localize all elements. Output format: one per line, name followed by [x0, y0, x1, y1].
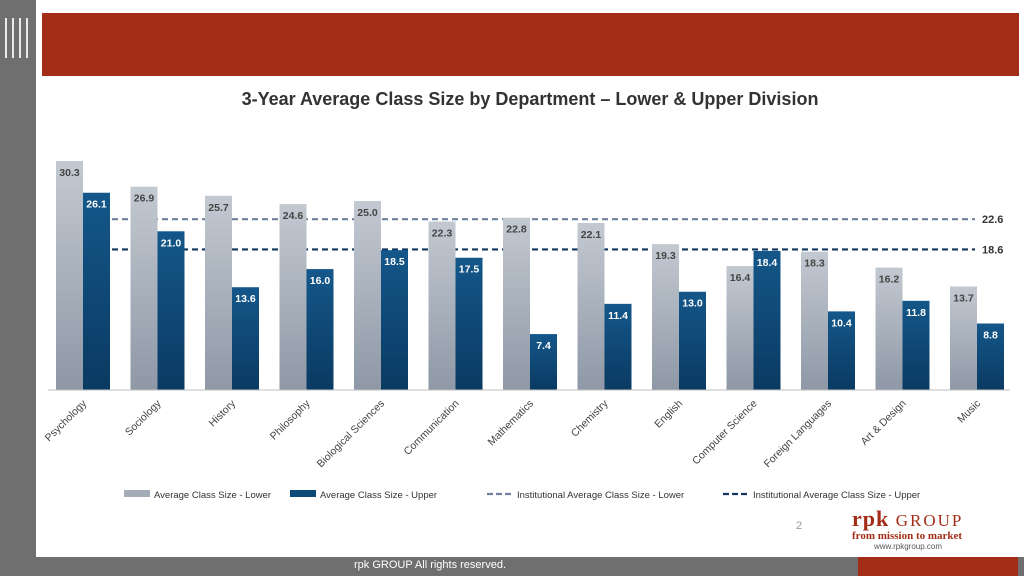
data-label: 8.8 [983, 329, 998, 341]
logo-wordmark: rpk GROUP [852, 506, 964, 531]
legend-entry: Institutional Average Class Size - Lower [517, 490, 684, 501]
data-label: 18.5 [384, 256, 405, 268]
chart-title: 3-Year Average Class Size by Department … [241, 89, 819, 109]
category-label: Foreign Languages [762, 398, 834, 470]
category-label: Computer Science [690, 398, 760, 468]
bar-lower [577, 222, 605, 390]
left-side-bar [0, 0, 36, 576]
legend-swatch [290, 490, 316, 497]
data-label: 16.4 [730, 272, 751, 284]
bar-lower [279, 204, 307, 390]
bar-upper [157, 231, 185, 390]
data-label: 19.3 [655, 250, 676, 262]
footer-copyright: rpk GROUP All rights reserved. [353, 559, 506, 571]
data-label: 16.0 [310, 275, 331, 287]
data-label: 13.7 [953, 292, 974, 304]
bar-upper [381, 250, 408, 390]
bar-upper [828, 311, 855, 390]
logo-url: www.rpkgroup.com [874, 542, 943, 551]
bar-upper [604, 303, 632, 390]
data-label: 22.3 [432, 227, 453, 239]
legend-entry: Average Class Size - Lower [154, 490, 271, 501]
data-label: 18.4 [757, 257, 778, 269]
bar-upper [753, 250, 781, 390]
reference-line-label: 22.6 [982, 214, 1003, 226]
bar-upper [902, 300, 930, 390]
data-label: 11.4 [608, 310, 628, 322]
data-label: 25.7 [208, 202, 229, 214]
category-label: Sociology [123, 397, 164, 438]
data-label: 17.5 [459, 264, 480, 276]
data-label: 11.8 [906, 307, 926, 319]
data-label: 13.0 [682, 298, 703, 310]
data-label: 13.6 [235, 293, 256, 305]
category-label: History [207, 397, 239, 429]
bar-upper [83, 192, 110, 390]
data-label: 16.2 [879, 274, 900, 286]
rpk-logo: rpk GROUP from mission to market www.rpk… [852, 506, 1012, 551]
data-label: 22.8 [506, 224, 527, 236]
bar-lower [801, 251, 828, 390]
bar-lower [205, 195, 232, 390]
reference-line-label: 18.6 [982, 244, 1003, 256]
page-number: 2 [796, 520, 803, 532]
category-label: Music [955, 398, 983, 426]
data-label: 25.0 [357, 207, 378, 219]
data-label: 26.1 [86, 199, 107, 211]
data-label: 24.6 [283, 210, 304, 222]
data-label: 7.4 [536, 340, 551, 352]
logo-tagline: from mission to market [852, 530, 963, 542]
decorative-stripes [5, 18, 31, 58]
bar-upper [530, 334, 557, 390]
category-label: Art & Design [858, 398, 908, 448]
bar-lower [354, 201, 381, 390]
bar-upper [232, 287, 259, 390]
legend-entry: Average Class Size - Upper [320, 490, 437, 501]
footer-accent [858, 557, 1018, 576]
category-label: Psychology [43, 397, 90, 444]
bar-lower [726, 266, 754, 390]
category-label: Philosophy [268, 397, 313, 442]
bar-upper [306, 269, 334, 390]
data-label: 22.1 [581, 229, 602, 241]
bar-upper [455, 257, 483, 390]
bar-lower [428, 221, 456, 390]
category-label: Communication [402, 398, 462, 458]
legend-swatch [124, 490, 150, 497]
category-label: Chemistry [569, 397, 611, 439]
top-banner [42, 13, 1019, 76]
bar-lower [130, 186, 158, 390]
bar-upper [977, 323, 1004, 390]
bar-lower [875, 267, 903, 390]
bar-upper [679, 291, 706, 390]
legend-entry: Institutional Average Class Size - Upper [753, 490, 920, 501]
data-label: 30.3 [59, 167, 80, 179]
category-label: Mathematics [486, 398, 537, 449]
data-label: 10.4 [831, 317, 852, 329]
category-label: English [652, 398, 685, 431]
footer-bar [0, 557, 1024, 576]
category-label: Biological Sciences [315, 398, 387, 470]
data-label: 18.3 [804, 258, 825, 270]
bar-lower [950, 286, 977, 390]
data-label: 26.9 [134, 193, 155, 205]
bar-lower [503, 217, 530, 390]
bar-lower [652, 244, 679, 390]
data-label: 21.0 [161, 237, 182, 249]
bar-lower [56, 161, 83, 390]
